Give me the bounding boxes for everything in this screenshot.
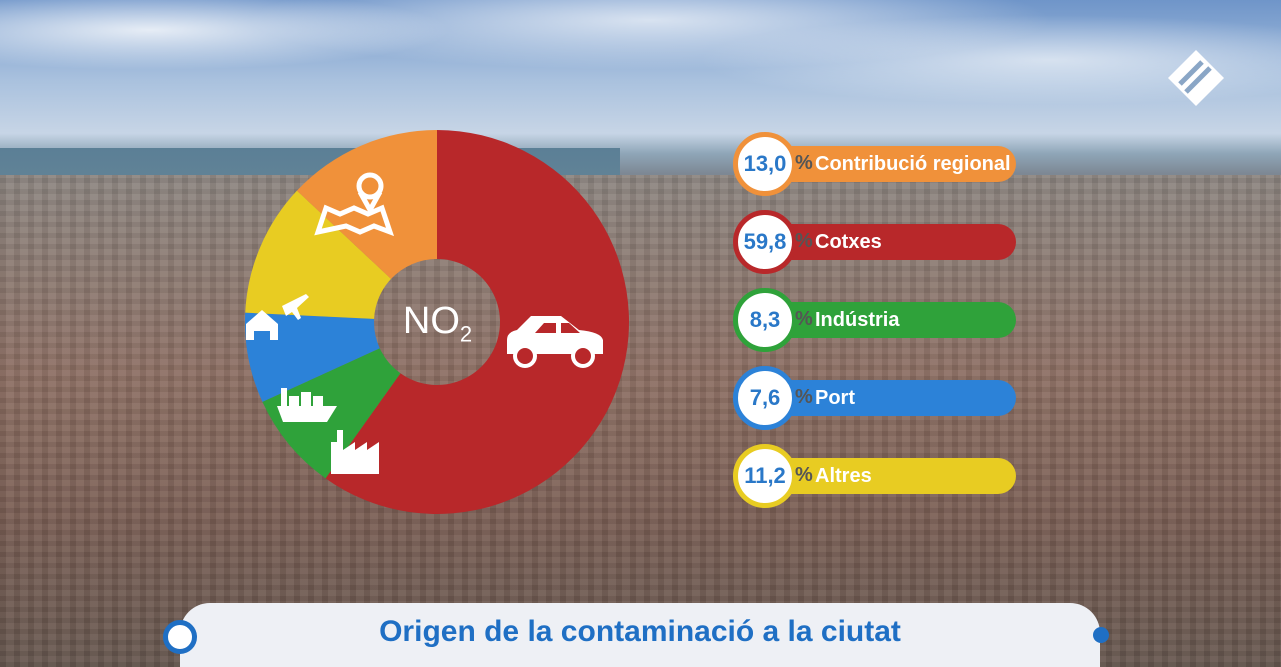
channel-logo-icon: [1168, 50, 1224, 106]
legend-label: Cotxes: [773, 224, 1016, 260]
legend-value: 7,6: [733, 366, 797, 430]
banner-dot-left: [163, 620, 197, 654]
percent-sign: %: [795, 464, 813, 486]
legend-label: Altres: [773, 458, 1016, 494]
chart-title: Origen de la contaminació a la ciutat: [379, 615, 901, 648]
pie-slice-cotxes: [325, 130, 630, 514]
pie-slice-altres: [245, 190, 392, 319]
center-label-main: NO: [402, 300, 460, 342]
sky-clouds: [0, 0, 1281, 140]
percent-sign: %: [795, 230, 813, 252]
center-label: NO2: [400, 300, 475, 348]
legend-label: Contribució regional: [773, 146, 1016, 182]
legend-label: Port: [773, 380, 1016, 416]
banner-dot-right: [1093, 627, 1109, 643]
car-icon: [507, 316, 603, 368]
title-banner: Origen de la contaminació a la ciutat: [180, 603, 1100, 667]
house-plane-icon: [246, 294, 309, 340]
percent-sign: %: [795, 386, 813, 408]
legend-value: 8,3: [733, 288, 797, 352]
pie-slice-port: [245, 312, 380, 402]
legend-value: 13,0: [733, 132, 797, 196]
percent-sign: %: [795, 308, 813, 330]
ship-icon: [277, 388, 337, 422]
factory-icon: [331, 430, 379, 474]
legend-value: 11,2: [733, 444, 797, 508]
map-pin-icon: [314, 172, 395, 237]
percent-sign: %: [795, 152, 813, 174]
center-label-sub: 2: [459, 321, 473, 347]
city-background: [0, 175, 1281, 667]
legend-value: 59,8: [733, 210, 797, 274]
legend-label: Indústria: [773, 302, 1016, 338]
